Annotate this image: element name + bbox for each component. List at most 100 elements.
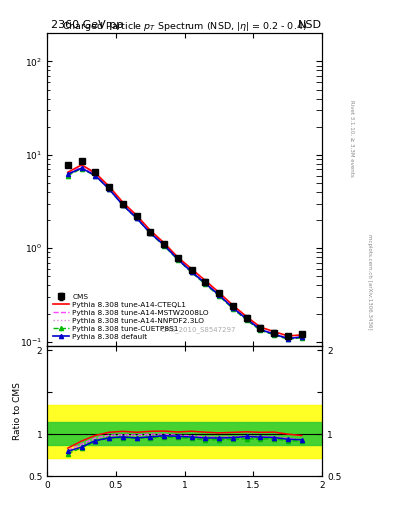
Pythia 8.308 tune-A14-CTEQL1 [217, 289, 222, 295]
Pythia 8.308 tune-A14-NNPDF2.3LO [93, 172, 97, 178]
Pythia 8.308 tune-CUETP8S1 [217, 293, 222, 299]
Pythia 8.308 tune-CUETP8S1 [93, 173, 97, 179]
Pythia 8.308 default [148, 230, 152, 236]
Pythia 8.308 default [134, 215, 139, 221]
Y-axis label: Ratio to CMS: Ratio to CMS [13, 382, 22, 440]
Pythia 8.308 tune-A14-NNPDF2.3LO [176, 257, 180, 263]
Text: CMS_2010_S8547297: CMS_2010_S8547297 [161, 327, 236, 333]
Pythia 8.308 default [231, 305, 235, 311]
Pythia 8.308 tune-A14-MSTW2008LO [258, 326, 263, 332]
Pythia 8.308 tune-A14-CTEQL1 [244, 313, 249, 319]
Pythia 8.308 tune-A14-CTEQL1 [79, 162, 84, 168]
Pythia 8.308 tune-A14-MSTW2008LO [65, 170, 70, 177]
Pythia 8.308 tune-A14-NNPDF2.3LO [272, 331, 277, 337]
Pythia 8.308 tune-A14-CTEQL1 [121, 199, 125, 205]
Pythia 8.308 default [79, 165, 84, 171]
Pythia 8.308 tune-A14-CTEQL1 [162, 240, 167, 246]
Pythia 8.308 tune-CUETP8S1 [272, 332, 277, 338]
Pythia 8.308 tune-A14-MSTW2008LO [244, 315, 249, 322]
Pythia 8.308 tune-A14-NNPDF2.3LO [65, 171, 70, 177]
Pythia 8.308 tune-CUETP8S1 [286, 336, 290, 343]
Pythia 8.308 tune-A14-CTEQL1 [107, 183, 112, 189]
Pythia 8.308 tune-A14-MSTW2008LO [79, 163, 84, 169]
Pythia 8.308 tune-A14-NNPDF2.3LO [107, 185, 112, 191]
Text: NSD: NSD [298, 19, 322, 30]
Pythia 8.308 tune-CUETP8S1 [107, 186, 112, 192]
Pythia 8.308 tune-A14-MSTW2008LO [107, 185, 112, 191]
Pythia 8.308 tune-A14-MSTW2008LO [148, 229, 152, 235]
Text: mcplots.cern.ch [arXiv:1306.3436]: mcplots.cern.ch [arXiv:1306.3436] [367, 234, 372, 329]
Pythia 8.308 default [299, 334, 304, 340]
Title: Charged Particle $p_T$ Spectrum (NSD, $|\eta|$ = 0.2 - 0.4): Charged Particle $p_T$ Spectrum (NSD, $|… [62, 20, 307, 33]
Pythia 8.308 tune-A14-NNPDF2.3LO [162, 242, 167, 248]
Pythia 8.308 tune-A14-NNPDF2.3LO [121, 201, 125, 207]
Pythia 8.308 tune-A14-CTEQL1 [148, 227, 152, 233]
Pythia 8.308 default [189, 269, 194, 275]
Pythia 8.308 tune-A14-NNPDF2.3LO [134, 214, 139, 220]
Pythia 8.308 tune-CUETP8S1 [176, 257, 180, 263]
Pythia 8.308 default [65, 171, 70, 177]
Pythia 8.308 tune-A14-CTEQL1 [189, 266, 194, 272]
Pythia 8.308 tune-CUETP8S1 [231, 306, 235, 312]
Pythia 8.308 tune-A14-NNPDF2.3LO [244, 316, 249, 322]
Pythia 8.308 default [107, 186, 112, 192]
Pythia 8.308 default [272, 331, 277, 337]
Pythia 8.308 tune-CUETP8S1 [121, 202, 125, 208]
Line: Pythia 8.308 tune-CUETP8S1: Pythia 8.308 tune-CUETP8S1 [66, 166, 304, 342]
Pythia 8.308 tune-A14-CTEQL1 [299, 332, 304, 338]
Pythia 8.308 default [203, 281, 208, 287]
Pythia 8.308 tune-A14-CTEQL1 [258, 324, 263, 330]
Pythia 8.308 default [176, 257, 180, 263]
Pythia 8.308 tune-CUETP8S1 [65, 173, 70, 179]
Bar [47, 404, 322, 458]
Pythia 8.308 tune-A14-CTEQL1 [286, 333, 290, 339]
Pythia 8.308 tune-A14-MSTW2008LO [162, 241, 167, 247]
Pythia 8.308 tune-A14-MSTW2008LO [189, 268, 194, 274]
Pythia 8.308 tune-CUETP8S1 [299, 335, 304, 341]
Pythia 8.308 tune-CUETP8S1 [189, 269, 194, 275]
Pythia 8.308 default [93, 173, 97, 179]
Pythia 8.308 tune-A14-MSTW2008LO [93, 171, 97, 177]
Pythia 8.308 tune-CUETP8S1 [148, 230, 152, 237]
Pythia 8.308 tune-A14-CTEQL1 [176, 254, 180, 260]
Pythia 8.308 tune-A14-NNPDF2.3LO [217, 292, 222, 298]
Pythia 8.308 default [217, 292, 222, 298]
Pythia 8.308 tune-A14-CTEQL1 [203, 278, 208, 284]
Pythia 8.308 tune-A14-NNPDF2.3LO [231, 305, 235, 311]
Pythia 8.308 default [286, 335, 290, 342]
Pythia 8.308 tune-A14-NNPDF2.3LO [203, 281, 208, 287]
Text: Rivet 3.1.10, ≥ 3.3M events: Rivet 3.1.10, ≥ 3.3M events [349, 100, 354, 177]
Pythia 8.308 tune-A14-MSTW2008LO [217, 292, 222, 298]
Line: Pythia 8.308 tune-A14-MSTW2008LO: Pythia 8.308 tune-A14-MSTW2008LO [68, 166, 302, 338]
Line: Pythia 8.308 tune-A14-NNPDF2.3LO: Pythia 8.308 tune-A14-NNPDF2.3LO [68, 167, 302, 338]
Legend: CMS, Pythia 8.308 tune-A14-CTEQL1, Pythia 8.308 tune-A14-MSTW2008LO, Pythia 8.30: CMS, Pythia 8.308 tune-A14-CTEQL1, Pythi… [51, 292, 211, 342]
Pythia 8.308 default [121, 202, 125, 208]
Pythia 8.308 tune-A14-MSTW2008LO [203, 280, 208, 286]
Pythia 8.308 tune-A14-CTEQL1 [231, 302, 235, 308]
Pythia 8.308 tune-CUETP8S1 [79, 165, 84, 172]
Text: 2360 GeV pp: 2360 GeV pp [51, 19, 123, 30]
Pythia 8.308 tune-CUETP8S1 [162, 243, 167, 249]
Pythia 8.308 tune-A14-CTEQL1 [134, 212, 139, 219]
Pythia 8.308 tune-CUETP8S1 [134, 215, 139, 221]
Bar [47, 421, 322, 445]
Pythia 8.308 tune-A14-MSTW2008LO [176, 256, 180, 262]
Pythia 8.308 tune-A14-CTEQL1 [272, 329, 277, 335]
Pythia 8.308 default [258, 326, 263, 332]
Pythia 8.308 default [244, 316, 249, 322]
Pythia 8.308 tune-A14-NNPDF2.3LO [79, 164, 84, 170]
Pythia 8.308 tune-A14-MSTW2008LO [121, 201, 125, 207]
Pythia 8.308 tune-A14-MSTW2008LO [134, 214, 139, 220]
Pythia 8.308 default [162, 242, 167, 248]
Pythia 8.308 tune-A14-NNPDF2.3LO [286, 335, 290, 342]
Line: Pythia 8.308 default: Pythia 8.308 default [66, 166, 304, 340]
Line: Pythia 8.308 tune-A14-CTEQL1: Pythia 8.308 tune-A14-CTEQL1 [68, 165, 302, 336]
Pythia 8.308 tune-A14-MSTW2008LO [272, 331, 277, 337]
Pythia 8.308 tune-CUETP8S1 [258, 327, 263, 333]
Pythia 8.308 tune-A14-NNPDF2.3LO [189, 269, 194, 275]
Pythia 8.308 tune-A14-MSTW2008LO [286, 335, 290, 341]
Pythia 8.308 tune-CUETP8S1 [203, 281, 208, 287]
Pythia 8.308 tune-A14-NNPDF2.3LO [299, 334, 304, 340]
Pythia 8.308 tune-A14-NNPDF2.3LO [258, 327, 263, 333]
Pythia 8.308 tune-A14-MSTW2008LO [231, 305, 235, 311]
